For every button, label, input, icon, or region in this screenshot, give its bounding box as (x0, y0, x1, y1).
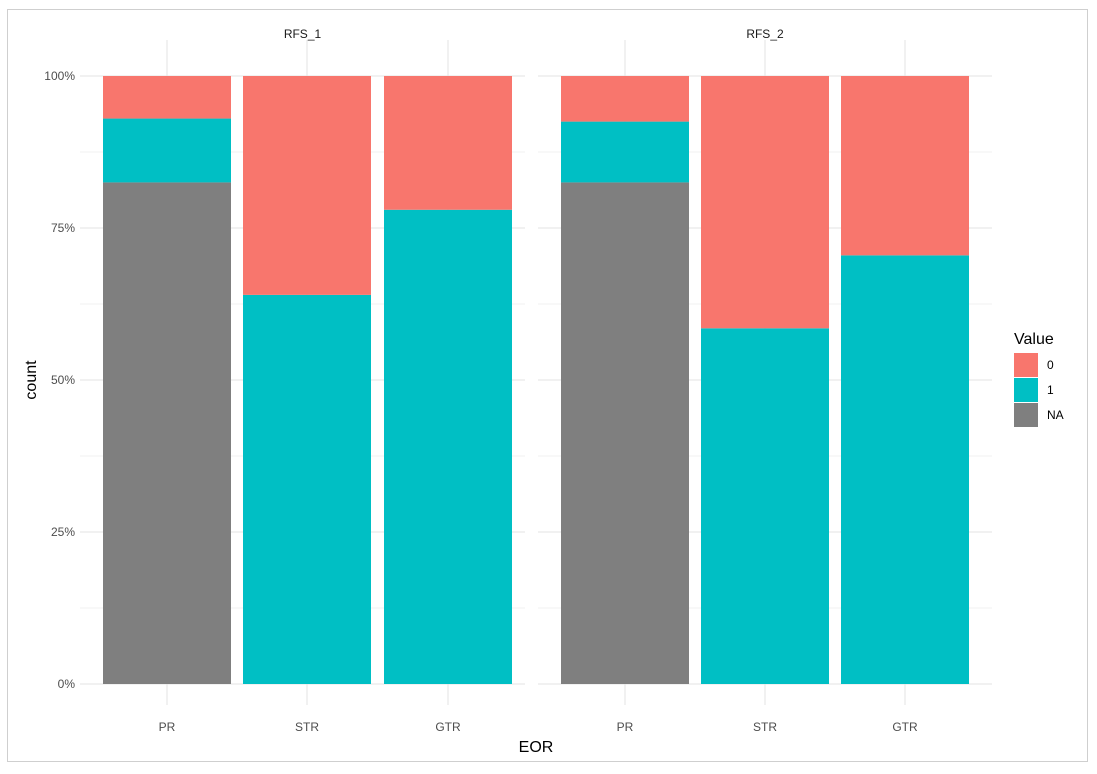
x-tick-label: PR (617, 720, 634, 734)
bar-segment-rfs2-str-value1 (701, 328, 829, 684)
x-tick-label: STR (295, 720, 319, 734)
bar-segment-rfs1-gtr-value1 (384, 209, 512, 684)
legend-key-na (1014, 403, 1038, 427)
legend-label: NA (1047, 408, 1064, 422)
y-tick-label: 75% (51, 221, 75, 235)
legend-key-0 (1014, 353, 1038, 377)
x-tick-label: GTR (892, 720, 918, 734)
bar-segment-rfs2-pr-na (561, 182, 689, 684)
bar-segment-rfs1-pr-value1 (103, 118, 231, 183)
y-tick-label: 100% (44, 69, 75, 83)
facet-label: RFS_1 (284, 27, 322, 41)
x-tick-label: GTR (435, 720, 461, 734)
bar-segment-rfs2-str-value0 (701, 76, 829, 329)
x-axis-title: EOR (519, 739, 554, 756)
bar-segment-rfs2-gtr-value0 (841, 76, 969, 256)
bar-segment-rfs1-gtr-value0 (384, 76, 512, 210)
bar-segment-rfs2-gtr-value1 (841, 255, 969, 685)
legend-label: 1 (1047, 383, 1054, 397)
y-tick-label: 50% (51, 373, 75, 387)
legend-title: Value (1014, 331, 1054, 348)
bar-segment-rfs1-str-value0 (243, 76, 371, 295)
x-tick-label: STR (753, 720, 777, 734)
bar-segment-rfs1-pr-na (103, 182, 231, 684)
bar-segment-rfs1-str-value1 (243, 294, 371, 684)
y-axis-title: count (23, 360, 40, 400)
bar-segment-rfs2-pr-value1 (561, 121, 689, 183)
y-tick-label: 25% (51, 525, 75, 539)
legend-key-1 (1014, 378, 1038, 402)
x-tick-label: PR (159, 720, 176, 734)
bar-segment-rfs1-pr-value0 (103, 76, 231, 119)
legend-label: 0 (1047, 358, 1054, 372)
y-tick-label: 0% (58, 677, 76, 691)
bar-segment-rfs2-pr-value0 (561, 76, 689, 122)
facet-label: RFS_2 (746, 27, 784, 41)
